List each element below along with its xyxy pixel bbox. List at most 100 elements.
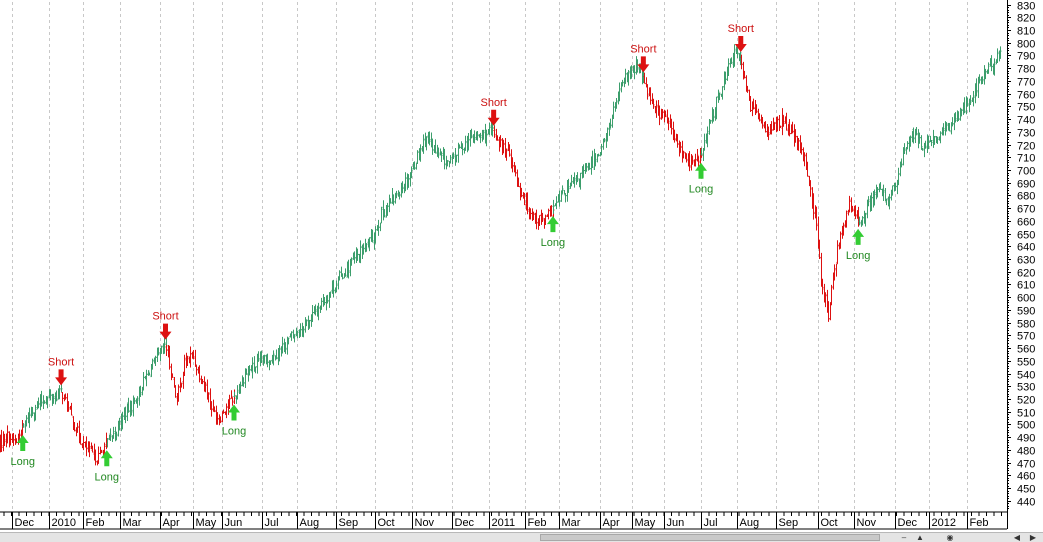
series-long bbox=[233, 118, 496, 404]
long-signal-label: Long bbox=[95, 471, 119, 483]
long-signal: Long bbox=[10, 435, 35, 468]
x-tick-label: Apr bbox=[163, 517, 180, 529]
short-arrow-icon bbox=[734, 35, 747, 52]
series-long bbox=[700, 44, 742, 162]
long-signal-label: Long bbox=[541, 237, 565, 249]
long-arrow-icon bbox=[852, 228, 865, 245]
long-signal: Long bbox=[541, 216, 565, 249]
y-tick-label: 820 bbox=[1017, 13, 1035, 25]
y-tick-label: 700 bbox=[1017, 166, 1035, 178]
x-tick-label: Aug bbox=[740, 517, 760, 529]
y-tick-label: 680 bbox=[1017, 191, 1035, 203]
x-tick-label: 2011 bbox=[492, 517, 516, 529]
scroll-right-icon[interactable]: ▶ bbox=[1029, 533, 1037, 542]
long-signal-label: Long bbox=[10, 456, 34, 468]
series-long bbox=[858, 46, 1002, 227]
long-arrow-icon bbox=[16, 435, 29, 452]
short-signal: Short bbox=[728, 23, 754, 52]
x-tick-label: Dec bbox=[15, 517, 35, 529]
y-tick-label: 600 bbox=[1017, 293, 1035, 305]
zoom-in-icon[interactable]: ▲ bbox=[916, 533, 924, 542]
long-signal: Long bbox=[846, 228, 870, 262]
price-bars bbox=[0, 44, 1002, 466]
y-tick-label: 770 bbox=[1017, 77, 1035, 89]
x-axis: Dec 2010 Feb Mar Apr May Jun Jul Aug Sep Oct Nov Dec… bbox=[0, 511, 1007, 530]
long-arrow-icon bbox=[546, 216, 559, 233]
zoom-out-icon[interactable]: – bbox=[901, 533, 907, 542]
long-signal: Long bbox=[95, 450, 119, 483]
short-signal: Short bbox=[480, 97, 507, 126]
y-tick-label: 570 bbox=[1017, 331, 1035, 343]
x-tick-label: Oct bbox=[378, 517, 395, 529]
x-tick-label: Mar bbox=[562, 517, 581, 529]
scrollbar-thumb[interactable] bbox=[540, 534, 880, 541]
y-tick-label: 800 bbox=[1017, 39, 1035, 51]
y-tick-label: 630 bbox=[1017, 255, 1035, 267]
x-tick-label: Dec bbox=[898, 517, 918, 529]
y-tick-label: 810 bbox=[1017, 26, 1035, 38]
x-tick-label: Feb bbox=[970, 517, 989, 529]
short-signal-label: Short bbox=[630, 43, 656, 55]
scroll-left-icon[interactable]: ◀ bbox=[1013, 533, 1021, 542]
series-long bbox=[106, 336, 168, 448]
short-arrow-icon bbox=[55, 369, 68, 386]
x-tick-label: Oct bbox=[821, 517, 838, 529]
series-short bbox=[493, 125, 555, 230]
x-tick-label: Sep bbox=[779, 517, 799, 529]
y-tick-label: 760 bbox=[1017, 90, 1035, 102]
y-tick-label: 640 bbox=[1017, 242, 1035, 254]
signals: Long Short Long Short Long Short Long Short Long… bbox=[10, 23, 870, 483]
x-tick-label: May bbox=[635, 517, 656, 529]
long-signal-label: Long bbox=[689, 184, 713, 196]
x-tick-label: Feb bbox=[86, 517, 105, 529]
y-tick-label: 470 bbox=[1017, 459, 1035, 471]
x-tick-label: Aug bbox=[300, 517, 320, 529]
x-tick-label: Jul bbox=[704, 517, 718, 529]
series-long bbox=[22, 382, 63, 433]
x-tick-label: Jun bbox=[667, 517, 685, 529]
y-tick-label: 550 bbox=[1017, 357, 1035, 369]
y-tick-label: 780 bbox=[1017, 64, 1035, 76]
x-tick-label: Jun bbox=[225, 517, 243, 529]
y-tick-label: 560 bbox=[1017, 344, 1035, 356]
y-tick-label: 720 bbox=[1017, 141, 1035, 153]
short-arrow-icon bbox=[637, 56, 650, 73]
y-tick-label: 540 bbox=[1017, 370, 1035, 382]
series-long bbox=[552, 56, 645, 214]
y-tick-label: 510 bbox=[1017, 408, 1035, 420]
short-arrow-icon bbox=[159, 323, 172, 340]
series-short bbox=[165, 344, 236, 426]
x-tick-label: 2010 bbox=[52, 517, 76, 529]
long-signal: Long bbox=[689, 162, 713, 196]
long-signal-label: Long bbox=[222, 425, 246, 437]
long-arrow-icon bbox=[100, 450, 113, 467]
x-tick-label: Nov bbox=[415, 517, 435, 529]
x-tick-label: 2012 bbox=[932, 517, 956, 529]
y-tick-label: 500 bbox=[1017, 420, 1035, 432]
grid-lines bbox=[12, 2, 968, 511]
y-tick-label: 790 bbox=[1017, 51, 1035, 63]
y-tick-label: 710 bbox=[1017, 153, 1035, 165]
scroll-first-icon[interactable]: ◉ bbox=[946, 533, 954, 542]
short-signal-label: Short bbox=[480, 97, 506, 109]
short-signal: Short bbox=[630, 43, 657, 73]
series-short bbox=[740, 54, 860, 322]
x-tick-label: Apr bbox=[603, 517, 620, 529]
long-signal-label: Long bbox=[846, 250, 870, 262]
y-tick-label: 610 bbox=[1017, 280, 1035, 292]
short-arrow-icon bbox=[487, 109, 500, 126]
x-tick-label: Feb bbox=[528, 517, 547, 529]
y-tick-label: 450 bbox=[1017, 484, 1035, 496]
y-tick-label: 620 bbox=[1017, 268, 1035, 280]
x-tick-label: Dec bbox=[455, 517, 475, 529]
x-tick-label: Sep bbox=[339, 517, 359, 529]
x-tick-label: Nov bbox=[857, 517, 877, 529]
y-tick-label: 670 bbox=[1017, 204, 1035, 216]
short-signal-label: Short bbox=[728, 23, 754, 35]
y-tick-label: 580 bbox=[1017, 319, 1035, 331]
long-arrow-icon bbox=[695, 162, 707, 179]
y-axis: 4404504604704804905005105205305405505605… bbox=[1007, 0, 1035, 529]
long-signal: Long bbox=[222, 404, 246, 437]
y-tick-label: 690 bbox=[1017, 179, 1035, 191]
